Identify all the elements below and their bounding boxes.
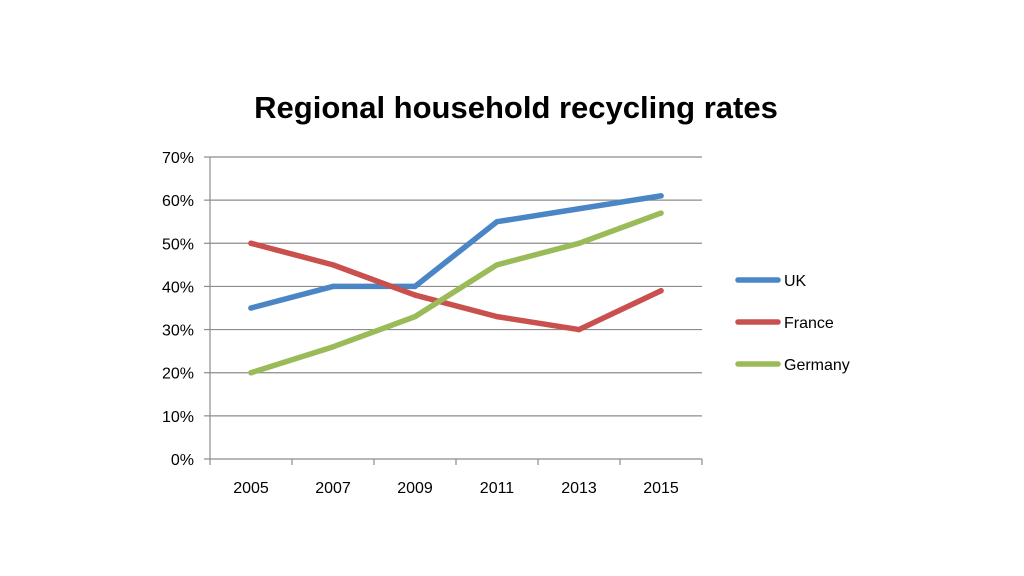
data-point-germany	[330, 344, 336, 350]
y-tick-label: 10%	[162, 409, 194, 426]
data-point-uk	[576, 206, 582, 212]
x-tick-label: 2005	[233, 480, 269, 497]
data-point-germany	[576, 240, 582, 247]
data-point-france	[412, 292, 418, 298]
legend-label-germany: Germany	[784, 357, 850, 374]
y-tick-label: 0%	[171, 452, 194, 469]
legend: UK France Germany	[735, 273, 850, 374]
x-tick-label: 2009	[397, 480, 433, 497]
y-tick-label: 70%	[162, 150, 194, 167]
y-tick-label: 40%	[162, 279, 194, 296]
series-line-germany	[248, 210, 664, 376]
data-point-uk	[248, 305, 254, 311]
series-line-france	[248, 240, 664, 333]
axes: 0% 10% 20% 30% 40% 50% 60% 70% 2005 2007 2009 2011 2…	[162, 150, 703, 497]
x-tick-label: 2015	[643, 480, 679, 497]
series-line-uk	[248, 193, 664, 311]
legend-label-france: France	[784, 315, 834, 332]
y-tick-label: 60%	[162, 193, 194, 210]
gridlines	[210, 156, 702, 417]
data-point-france	[658, 287, 664, 294]
legend-label-uk: UK	[784, 273, 807, 290]
data-point-germany	[658, 210, 664, 216]
series-lines	[248, 193, 664, 376]
data-point-germany	[494, 262, 500, 268]
data-point-france	[248, 240, 254, 247]
data-point-uk	[330, 283, 336, 290]
chart-title: Regional household recycling rates	[254, 90, 778, 125]
data-point-germany	[248, 369, 254, 376]
data-point-uk	[494, 218, 500, 225]
data-point-uk	[658, 193, 664, 199]
x-tick-label: 2011	[480, 480, 515, 497]
data-point-france	[576, 326, 582, 333]
x-tick-label: 2007	[315, 480, 351, 497]
y-tick-label: 30%	[162, 323, 194, 340]
y-tick-label: 20%	[162, 366, 194, 383]
y-tick-label: 50%	[162, 236, 194, 253]
data-point-germany	[412, 313, 418, 320]
x-tick-label: 2013	[561, 480, 597, 497]
data-point-france	[494, 313, 500, 320]
data-point-uk	[412, 283, 418, 290]
data-point-france	[330, 262, 336, 268]
